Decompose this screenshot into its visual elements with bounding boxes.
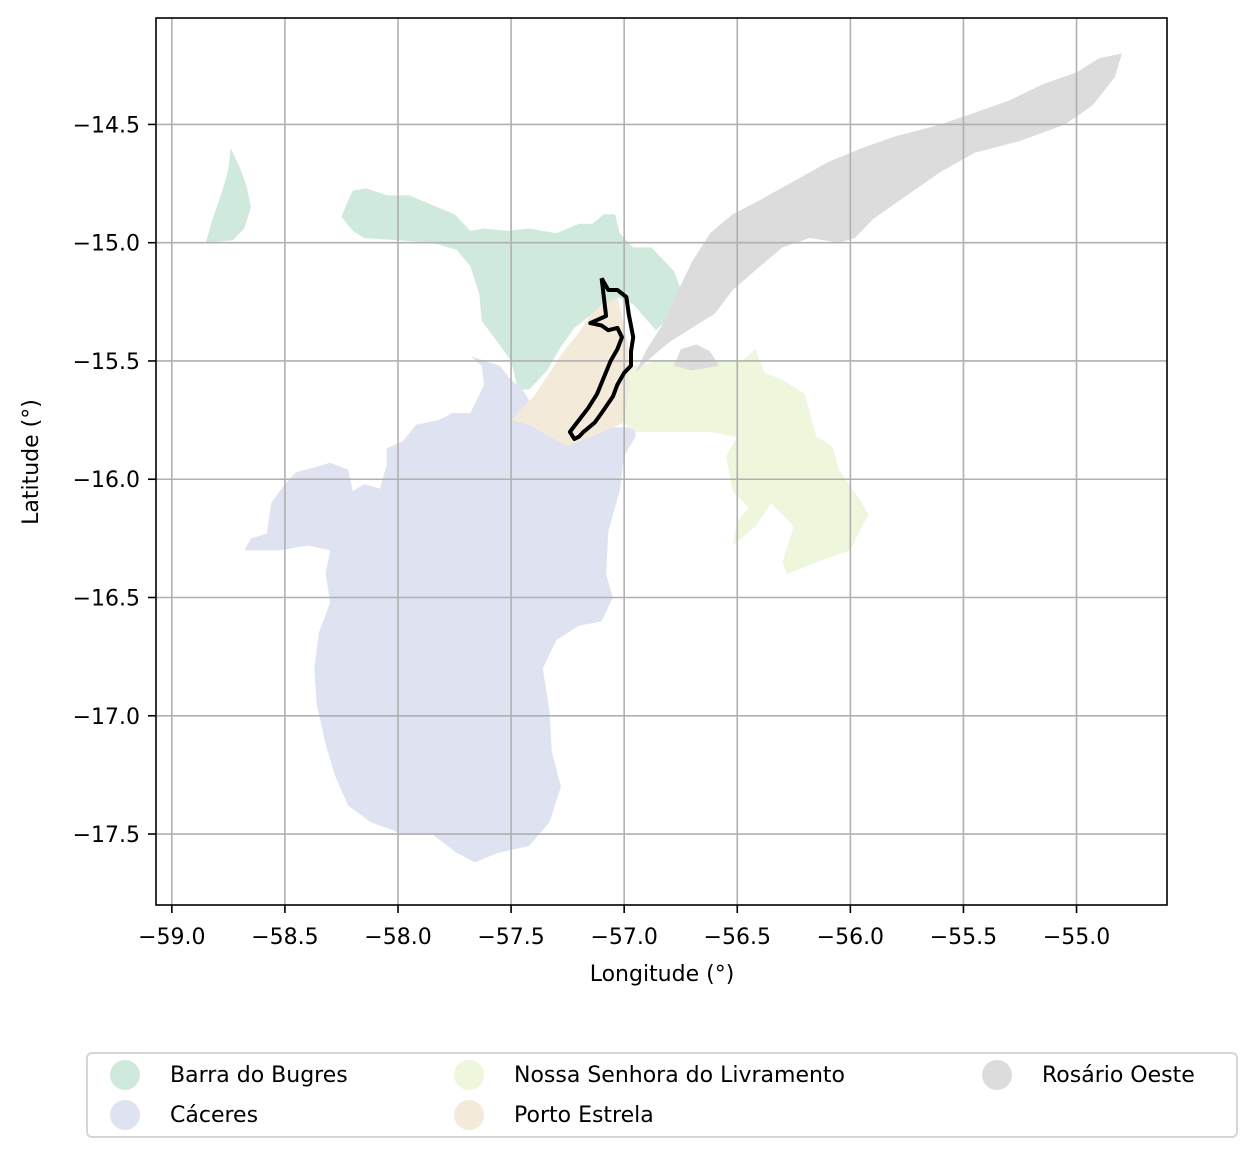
x-tick-label: −57.0: [590, 925, 657, 950]
y-tick-label: −15.0: [73, 232, 140, 257]
y-tick-label: −17.0: [73, 705, 140, 730]
grid-lines: [156, 18, 1167, 905]
y-axis-label: Latitude (°): [19, 399, 44, 525]
legend-marker: [454, 1100, 484, 1130]
legend-marker: [110, 1060, 140, 1090]
region-barra-do-bugres: [341, 188, 683, 390]
legend-marker: [982, 1060, 1012, 1090]
legend-item-barra-do-bugres: Barra do Bugres: [110, 1058, 348, 1092]
legend-label: Rosário Oeste: [1042, 1062, 1195, 1088]
x-tick-label: −56.0: [817, 925, 884, 950]
legend-item-rosario-oeste: Rosário Oeste: [982, 1058, 1195, 1092]
y-tick-label: −16.5: [73, 587, 140, 612]
region-barra-do-bugres: [205, 148, 251, 243]
legend-item-porto-estrela: Porto Estrela: [454, 1098, 654, 1132]
legend-marker: [110, 1100, 140, 1130]
x-tick-label: −58.5: [251, 925, 318, 950]
region-nossa-senhora-do-livramento: [619, 349, 869, 574]
legend-marker: [454, 1060, 484, 1090]
x-axis-label: Longitude (°): [590, 962, 735, 987]
y-tick-label: −17.5: [73, 823, 140, 848]
y-tick-label: −16.0: [73, 468, 140, 493]
legend: Barra do Bugres Cáceres Nossa Senhora do…: [86, 1052, 1238, 1138]
region-porto-estrela: [511, 297, 629, 447]
legend-label: Nossa Senhora do Livramento: [514, 1062, 846, 1088]
region-rosario-oeste: [635, 53, 1122, 373]
y-axis-ticks: −14.5 −15.0 −15.5 −16.0 −16.5 −17.0 −17.5: [73, 113, 156, 848]
legend-label: Barra do Bugres: [170, 1062, 348, 1088]
legend-label: Porto Estrela: [514, 1102, 654, 1128]
x-tick-label: −57.5: [477, 925, 544, 950]
x-tick-label: −58.0: [364, 925, 431, 950]
y-tick-label: −15.5: [73, 350, 140, 375]
plot-frame: [155, 17, 1168, 906]
x-tick-label: −55.0: [1043, 925, 1110, 950]
x-tick-label: −59.0: [138, 925, 205, 950]
x-tick-label: −55.5: [930, 925, 997, 950]
x-axis-ticks: −59.0 −58.5 −58.0 −57.5 −57.0 −56.5 −56.0 −55.5…: [138, 905, 1110, 950]
region-rosario-oeste: [673, 344, 720, 371]
legend-label: Cáceres: [170, 1102, 259, 1128]
outline-layer: [567, 277, 636, 441]
x-tick-label: −56.5: [704, 925, 771, 950]
legend-item-caceres: Cáceres: [110, 1098, 258, 1132]
legend-item-nossa-senhora-do-livramento: Nossa Senhora do Livramento: [454, 1058, 845, 1092]
regions-layer: [205, 53, 1122, 863]
region-caceres: [244, 356, 636, 863]
boundary-outline: [567, 277, 636, 441]
y-tick-label: −14.5: [73, 113, 140, 138]
